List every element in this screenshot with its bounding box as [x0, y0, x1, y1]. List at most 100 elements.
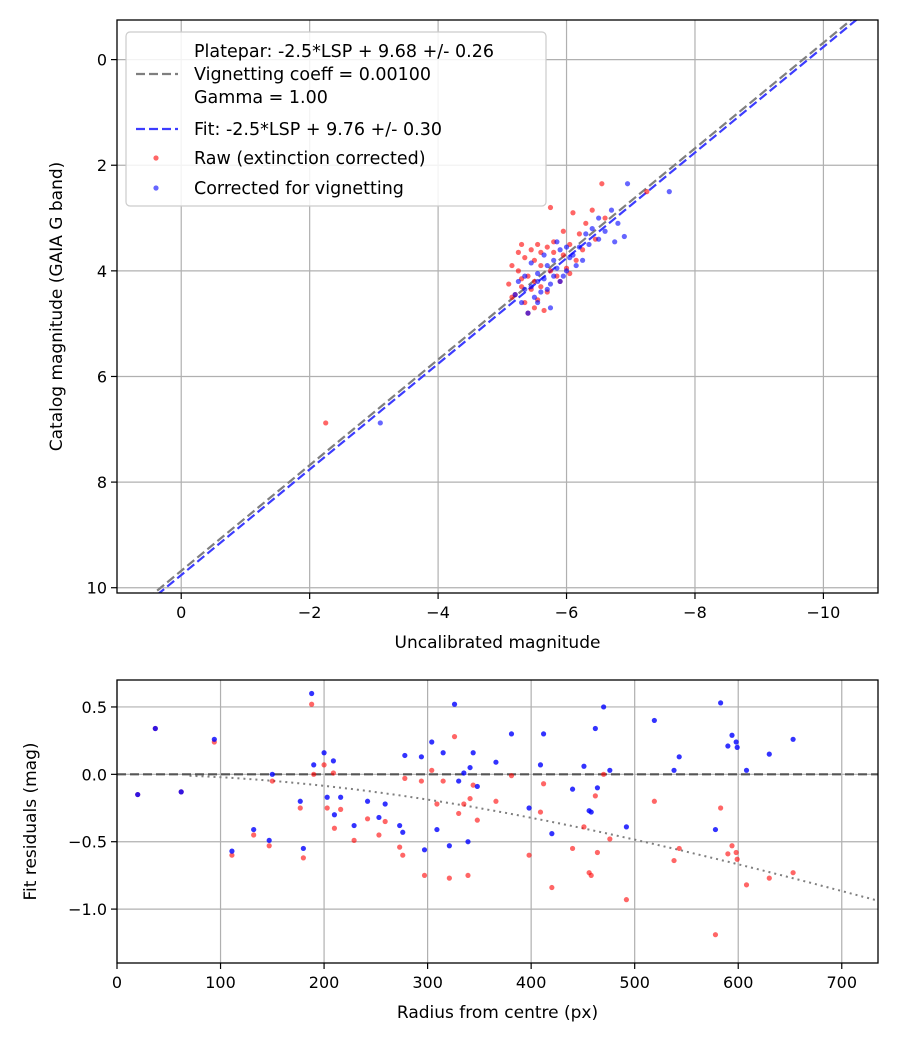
corrected-point	[563, 268, 570, 274]
raw-residual-point	[508, 773, 515, 779]
legend-entry-label: Vignetting coeff = 0.00100	[194, 65, 431, 85]
raw-point	[541, 307, 547, 314]
corrected-point	[535, 270, 541, 277]
raw-residual-point	[440, 778, 446, 784]
raw-residual-point	[474, 817, 480, 823]
y-axis-label: Catalog magnitude (GAIA G band)	[47, 162, 67, 452]
corrected-residual-point	[211, 736, 217, 742]
legend: Platepar: -2.5*LSP + 9.68 +/- 0.26 Vignet…	[125, 31, 547, 207]
legend-entry-label: Platepar: -2.5*LSP + 9.68 +/- 0.26	[194, 42, 494, 62]
corrected-residual-point	[382, 801, 388, 807]
corrected-residual-point	[743, 767, 750, 773]
raw-residual-point	[465, 872, 471, 879]
legend-entry-label: Fit: -2.5*LSP + 9.76 +/- 0.30	[194, 120, 442, 140]
corrected-residual-point	[601, 704, 607, 710]
corrected-residual-point	[418, 754, 424, 760]
raw-point	[573, 257, 579, 263]
raw-point	[560, 252, 566, 258]
raw-residual-point	[376, 832, 382, 838]
raw-residual-point	[493, 798, 499, 804]
vignetting-curve	[189, 774, 878, 902]
raw-residual-point	[382, 818, 388, 825]
corrected-residual-point	[508, 731, 515, 737]
raw-residual-point	[540, 781, 547, 787]
corrected-point	[528, 284, 534, 290]
raw-residual-point	[725, 851, 731, 857]
corrected-point	[615, 220, 621, 226]
corrected-point	[579, 257, 586, 263]
corrected-residual-point	[440, 750, 446, 756]
corrected-point	[522, 286, 528, 292]
raw-residual-point	[251, 832, 257, 838]
x-tick-label: −6	[555, 603, 579, 622]
raw-residual-point	[588, 872, 594, 879]
corrected-residual-point	[397, 822, 403, 829]
corrected-point	[602, 228, 608, 234]
raw-point	[515, 249, 521, 255]
corrected-residual-point	[434, 826, 440, 833]
raw-residual-point	[300, 855, 306, 861]
plot-frame	[116, 19, 879, 594]
raw-residual-point	[266, 843, 272, 849]
y-tick-label: 2	[97, 156, 107, 175]
corrected-residual-point	[269, 771, 275, 777]
raw-residual-point	[729, 843, 735, 849]
corrected-residual-point	[400, 829, 406, 835]
y-tick-label: 0.5	[82, 698, 107, 717]
raw-point	[560, 228, 566, 234]
raw-residual-point	[451, 734, 458, 740]
raw-point	[544, 244, 550, 250]
raw-residual-point	[434, 801, 440, 807]
corrected-residual-point	[321, 750, 327, 756]
raw-residual-point	[594, 849, 601, 856]
corrected-residual-point	[549, 831, 555, 837]
y-tick-label: −0.5	[68, 833, 107, 852]
corrected-point	[522, 273, 528, 279]
x-tick-label: 500	[619, 973, 650, 992]
raw-residual-point	[324, 805, 330, 811]
corrected-point	[621, 233, 627, 240]
corrected-point	[554, 265, 560, 271]
corrected-point	[596, 236, 602, 242]
corrected-residual-point	[297, 798, 303, 804]
corrected-residual-point	[402, 752, 408, 759]
corrected-residual-point	[311, 762, 317, 768]
corrected-point	[557, 247, 563, 253]
corrected-residual-point	[330, 758, 336, 764]
corrected-residual-point	[729, 732, 735, 738]
corrected-residual-point	[651, 717, 657, 724]
platepar-line	[152, 20, 853, 593]
raw-point	[583, 220, 589, 226]
raw-residual-point	[671, 857, 677, 864]
raw-point	[531, 305, 538, 311]
legend-entry-label: Corrected for vignetting	[194, 179, 404, 199]
raw-residual-point	[601, 771, 607, 777]
corrected-point	[557, 278, 563, 285]
corrected-point	[515, 278, 521, 285]
corrected-point	[567, 255, 573, 261]
corrected-residual-point	[725, 743, 731, 749]
corrected-residual-point	[540, 731, 547, 737]
x-tick-label: −8	[683, 603, 707, 622]
corrected-residual-point	[467, 764, 473, 771]
corrected-residual-point	[526, 805, 532, 811]
legend-entry-label: Gamma = 1.00	[194, 88, 328, 108]
raw-residual-point	[623, 897, 630, 903]
corrected-residual-point	[309, 690, 315, 697]
x-tick-label: 100	[205, 973, 236, 992]
raw-residual-point	[537, 809, 544, 815]
series-corrected	[377, 181, 672, 426]
corrected-residual-point	[152, 725, 158, 732]
y-tick-label: 0.0	[82, 765, 107, 784]
x-axis-label: Uncalibrated magnitude	[395, 633, 601, 653]
corrected-residual-point	[766, 751, 772, 757]
corrected-residual-point	[733, 739, 739, 745]
raw-residual-point	[418, 778, 424, 784]
raw-point	[570, 210, 576, 216]
corrected-residual-point	[465, 839, 471, 845]
raw-point	[506, 281, 512, 287]
corrected-residual-point	[461, 770, 467, 776]
raw-point	[644, 189, 650, 195]
raw-residual-point	[446, 875, 452, 881]
corrected-point	[525, 310, 531, 316]
